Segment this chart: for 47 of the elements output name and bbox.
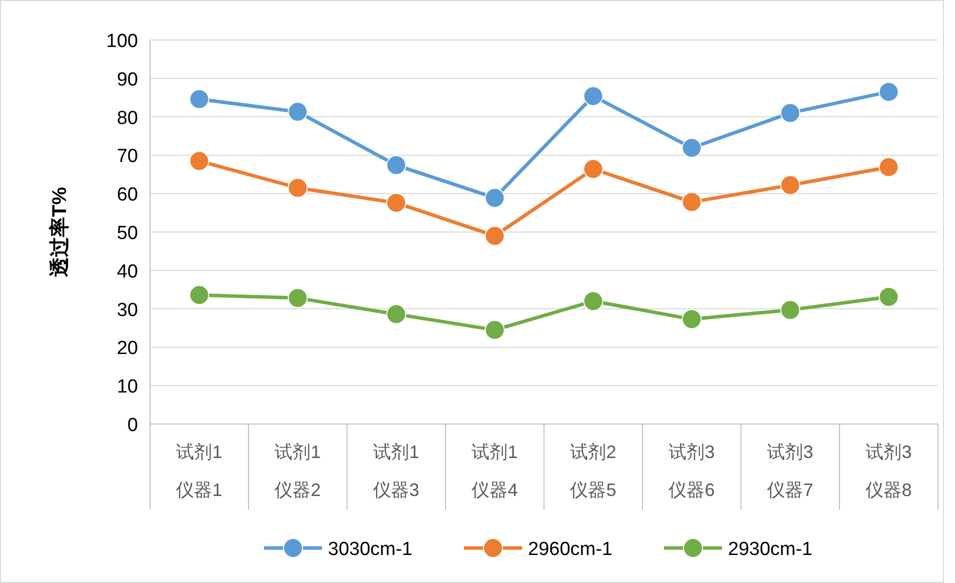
y-tick-label: 40 [116,261,138,282]
point [386,304,406,324]
y-tick-label: 70 [116,146,138,168]
y-tick-label: 10 [116,376,138,398]
y-tick-label: 20 [116,338,138,360]
x-tick-label: 试剂1 仪器1 [176,442,222,500]
y-tick-label: 30 [116,300,138,321]
y-tick-label: 100 [106,31,138,52]
point [780,300,800,320]
x-tick-label: 试剂3 仪器8 [866,442,912,500]
point [682,309,702,330]
legend-label: 2960cm-1 [528,539,612,560]
point [484,226,505,246]
y-tick-label: 90 [116,69,138,90]
point [878,286,899,307]
x-tick-label: 试剂1 仪器3 [373,442,420,500]
point [583,159,604,180]
y-axis-title: 透过率T% [48,186,71,278]
y-tick-label: 0 [127,415,138,436]
legend-label: 2930cm-1 [728,539,812,560]
point [583,86,604,106]
point [189,89,210,110]
x-tick-label: 试剂3 仪器7 [767,442,814,500]
point [682,138,702,158]
legend-label: 3030cm-1 [328,539,412,560]
x-tick-label: 试剂2 仪器5 [570,442,616,500]
point [780,102,800,123]
point [484,320,505,340]
y-tick-label: 60 [116,184,138,206]
point [189,150,210,171]
point [386,192,406,213]
x-tick-label: 试剂1 仪器4 [472,442,518,500]
point [583,291,604,312]
point [682,192,702,212]
y-tick-label: 80 [116,108,138,129]
y-tick-label: 50 [116,223,138,244]
point [288,178,308,198]
x-tick-label: 试剂3 仪器6 [668,442,715,500]
point [189,284,210,305]
point [878,82,899,102]
x-tick-label: 试剂1 仪器2 [274,442,321,500]
point [878,157,899,178]
point [780,175,800,196]
point [288,102,308,122]
point [386,155,406,176]
point [288,288,308,308]
point [484,188,505,208]
